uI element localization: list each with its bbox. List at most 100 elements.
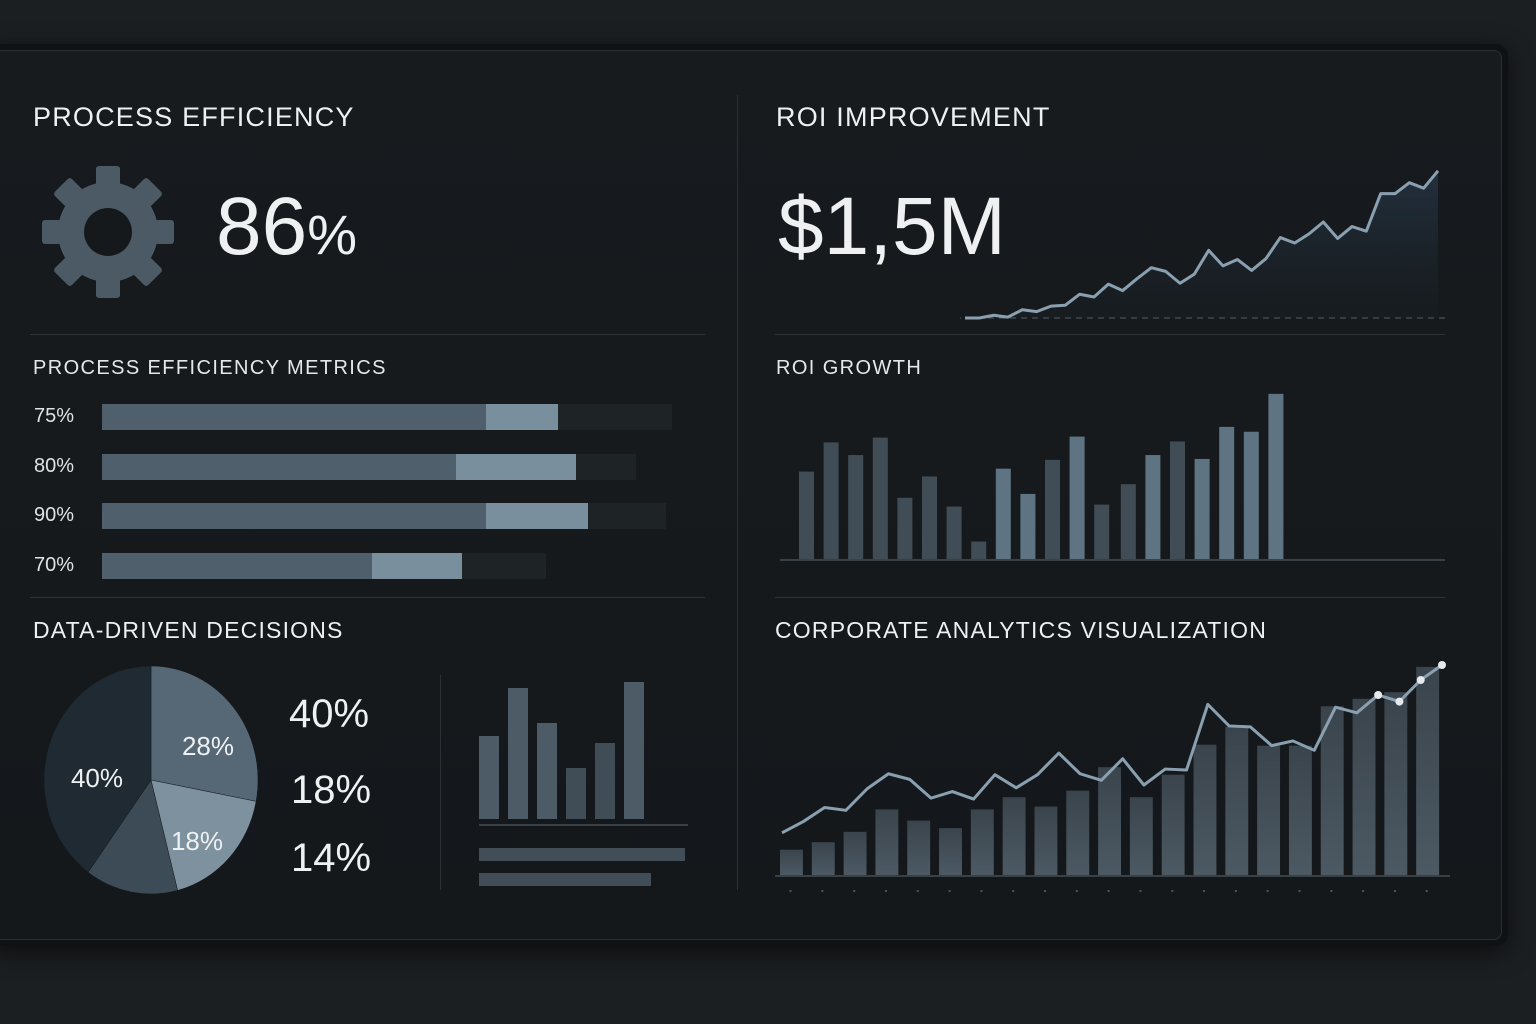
decisions-title: DATA-DRIVEN DECISIONS: [33, 617, 344, 643]
decisions-bar: [508, 688, 528, 819]
metric-label: 80%: [34, 454, 75, 477]
line-marker: [1438, 661, 1446, 669]
roi-growth-bar: [1243, 431, 1259, 559]
metrics-title: PROCESS EFFICIENCY METRICS: [33, 357, 387, 379]
pie-slice-label: 40%: [71, 763, 123, 793]
decisions-hbar: [479, 848, 685, 861]
metric-bar-base: [102, 552, 372, 579]
corporate-bar: [843, 831, 867, 875]
x-tick: [1234, 890, 1237, 892]
x-tick: [1425, 890, 1428, 892]
x-tick: [1107, 890, 1110, 892]
x-tick: [980, 890, 983, 892]
x-tick: [1044, 890, 1047, 892]
roi-trend-chart: [960, 169, 1448, 320]
x-tick: [1330, 890, 1333, 892]
roi-growth-bar: [897, 497, 913, 559]
roi-growth-bar: [1020, 493, 1036, 559]
corporate-bar: [1257, 745, 1281, 875]
corporate-bar: [1129, 797, 1153, 875]
divider-right-top: [775, 334, 1445, 335]
line-marker: [1395, 697, 1404, 706]
metric-bar-base: [102, 453, 456, 480]
legend-value-1: 40%: [289, 692, 370, 736]
corporate-bar: [1002, 797, 1026, 875]
x-tick: [1171, 890, 1174, 892]
corporate-bar: [1161, 774, 1185, 875]
decisions-bar: [566, 768, 586, 819]
corporate-bar: [1288, 745, 1312, 875]
x-tick: [1203, 890, 1206, 892]
corporate-line-series: [781, 663, 1443, 835]
pie-slice: [43, 665, 152, 873]
roi-growth-title: ROI GROWTH: [776, 357, 923, 379]
corporate-bar: [875, 809, 899, 875]
corporate-bar: [1034, 806, 1058, 875]
pie-slice-label: 18%: [171, 826, 223, 856]
roi-growth-bar: [1194, 458, 1210, 559]
roi-growth-bar: [872, 437, 888, 559]
corporate-bar: [780, 849, 803, 875]
pie-slice: [150, 665, 259, 802]
corporate-bar: [970, 809, 994, 875]
line-marker: [1374, 691, 1383, 699]
roi-growth-bar: [848, 455, 864, 559]
decisions-hbar: [479, 873, 651, 886]
decisions-bar-chart: [479, 682, 688, 886]
x-tick: [1393, 890, 1396, 892]
gear-icon: [40, 164, 176, 300]
roi-growth-bar: [1120, 484, 1136, 559]
corporate-analytics-chart: [775, 661, 1450, 892]
pie-slice: [150, 779, 257, 891]
metric-bar-base: [102, 503, 486, 529]
x-tick: [884, 890, 887, 892]
x-tick: [1075, 890, 1078, 892]
roi-growth-bar: [922, 476, 937, 559]
metric-bar-base: [102, 404, 486, 430]
roi-growth-bar: [1045, 459, 1060, 559]
x-tick: [916, 890, 919, 892]
line-marker: [1416, 676, 1425, 684]
roi-growth-bar: [1268, 393, 1284, 559]
roi-improvement-value: $1,5M: [778, 181, 1006, 272]
pie-slice-label: 28%: [182, 731, 234, 761]
roi-growth-bar: [1219, 426, 1235, 559]
process-efficiency-title: PROCESS EFFICIENCY: [33, 102, 355, 132]
metric-label: 70%: [34, 553, 75, 576]
corporate-bar: [907, 820, 931, 875]
x-tick: [853, 890, 856, 892]
x-tick: [1362, 890, 1365, 892]
roi-area: [965, 170, 1438, 318]
corporate-bar: [1352, 698, 1376, 875]
legend-value-3: 14%: [291, 836, 372, 880]
divider-left-top: [30, 334, 705, 335]
corporate-bar: [1320, 706, 1344, 875]
x-tick: [948, 890, 951, 892]
decisions-bar: [479, 736, 499, 819]
corporate-bar: [939, 828, 962, 875]
roi-growth-chart: [780, 393, 1445, 561]
roi-growth-bar: [1145, 455, 1161, 559]
decisions-bar: [537, 723, 557, 819]
x-tick: [1266, 890, 1269, 892]
roi-growth-bar: [971, 541, 987, 559]
corporate-bar: [1066, 790, 1090, 875]
roi-growth-bar: [1094, 504, 1110, 559]
roi-growth-bar: [1069, 436, 1085, 559]
legend-value-2: 18%: [291, 768, 372, 812]
roi-growth-bar: [1170, 441, 1185, 559]
corporate-bar: [1416, 666, 1440, 875]
x-tick: [789, 890, 792, 892]
decisions-pie-chart: 28% 18% 40%: [43, 665, 259, 895]
corporate-bar: [1384, 692, 1408, 875]
x-tick: [1139, 890, 1142, 892]
pie-slice: [87, 779, 178, 895]
corporate-bar: [1193, 744, 1217, 875]
efficiency-unit: %: [307, 203, 358, 266]
divider-right-middle: [775, 597, 1445, 598]
x-tick: [1012, 890, 1015, 892]
metric-label: 75%: [34, 405, 75, 427]
roi-line-series: [965, 169, 1440, 320]
x-tick: [1298, 890, 1301, 892]
column-divider: [737, 95, 738, 890]
